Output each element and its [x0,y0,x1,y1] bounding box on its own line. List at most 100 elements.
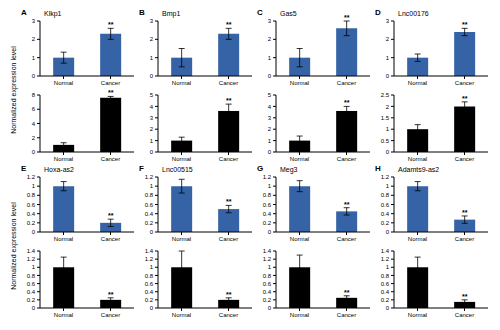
svg-text:0: 0 [386,229,390,235]
svg-text:0: 0 [268,305,272,311]
svg-text:Normal: Normal [54,80,73,86]
svg-text:1: 1 [268,264,272,270]
svg-text:Cancer: Cancer [101,80,120,86]
svg-text:Normal: Normal [172,236,191,242]
svg-text:1: 1 [386,55,390,61]
svg-text:1: 1 [268,138,272,144]
svg-text:2: 2 [32,135,36,141]
svg-text:0.8: 0.8 [145,273,154,279]
svg-text:3: 3 [32,18,36,24]
svg-text:0.8: 0.8 [381,273,390,279]
svg-text:0.5: 0.5 [381,138,390,144]
svg-text:**: ** [462,95,468,102]
svg-text:0.6: 0.6 [381,281,390,287]
svg-text:1.4: 1.4 [263,248,272,254]
svg-text:0.4: 0.4 [27,289,36,295]
svg-text:0.2: 0.2 [27,297,36,303]
svg-text:1.2: 1.2 [263,174,272,180]
svg-text:0.4: 0.4 [263,289,272,295]
svg-text:0.8: 0.8 [263,192,272,198]
svg-text:Normal: Normal [172,80,191,86]
svg-text:1: 1 [32,55,36,61]
svg-text:1.2: 1.2 [27,256,36,262]
svg-text:1: 1 [150,264,154,270]
svg-text:Cancer: Cancer [219,80,238,86]
svg-text:0.2: 0.2 [381,220,390,226]
svg-text:**: ** [344,289,350,296]
svg-text:4: 4 [150,104,154,110]
svg-text:1: 1 [386,183,390,189]
svg-text:**: ** [108,291,114,298]
svg-text:0: 0 [32,305,36,311]
svg-text:1: 1 [150,138,154,144]
svg-text:0: 0 [150,149,154,155]
svg-text:1.2: 1.2 [381,256,390,262]
svg-text:Normal: Normal [172,156,191,162]
svg-text:1.2: 1.2 [27,174,36,180]
svg-text:3: 3 [268,18,272,24]
svg-text:Normal: Normal [290,156,309,162]
svg-text:1: 1 [386,264,390,270]
svg-text:6: 6 [32,106,36,112]
svg-text:1.4: 1.4 [145,248,154,254]
svg-text:Cancer: Cancer [219,156,238,162]
svg-text:3: 3 [150,115,154,121]
svg-text:5: 5 [268,92,272,98]
svg-text:**: ** [226,291,232,298]
svg-text:**: ** [108,212,114,219]
svg-text:3: 3 [268,115,272,121]
svg-text:0: 0 [150,229,154,235]
svg-text:0: 0 [150,73,154,79]
svg-text:**: ** [462,293,468,300]
svg-text:4: 4 [268,104,272,110]
svg-text:Cancer: Cancer [455,156,474,162]
svg-text:0.4: 0.4 [145,211,154,217]
svg-text:0: 0 [268,149,272,155]
svg-text:0.4: 0.4 [263,211,272,217]
svg-text:0.4: 0.4 [381,289,390,295]
svg-text:0.6: 0.6 [263,281,272,287]
svg-text:3: 3 [150,18,154,24]
svg-text:Normal: Normal [54,312,73,318]
svg-text:0.6: 0.6 [27,202,36,208]
svg-text:Normalized expression level: Normalized expression level [10,46,18,134]
svg-text:1.4: 1.4 [27,248,36,254]
svg-text:2: 2 [386,104,390,110]
svg-text:5: 5 [150,92,154,98]
svg-text:**: ** [462,209,468,216]
svg-text:2: 2 [150,36,154,42]
svg-text:Normal: Normal [408,156,427,162]
svg-text:0.8: 0.8 [27,192,36,198]
svg-text:Cancer: Cancer [455,312,474,318]
svg-text:Cancer: Cancer [219,312,238,318]
svg-text:0.8: 0.8 [263,273,272,279]
svg-text:2: 2 [268,36,272,42]
svg-text:1: 1 [150,55,154,61]
svg-text:0: 0 [32,73,36,79]
svg-text:3: 3 [386,18,390,24]
svg-text:0: 0 [32,149,36,155]
svg-text:Cancer: Cancer [337,312,356,318]
svg-text:8: 8 [32,92,36,98]
svg-text:**: ** [226,97,232,104]
svg-text:Normal: Normal [54,236,73,242]
svg-text:0.2: 0.2 [263,220,272,226]
svg-text:1: 1 [268,55,272,61]
svg-text:2: 2 [268,126,272,132]
svg-text:0.4: 0.4 [381,211,390,217]
svg-text:0: 0 [386,305,390,311]
svg-text:**: ** [462,21,468,28]
svg-text:Cancer: Cancer [101,236,120,242]
svg-text:**: ** [226,21,232,28]
svg-text:0.6: 0.6 [381,202,390,208]
svg-text:0.8: 0.8 [145,192,154,198]
svg-text:Normalized expression level: Normalized expression level [10,202,18,290]
svg-text:Normal: Normal [290,80,309,86]
svg-text:0: 0 [268,73,272,79]
svg-text:**: ** [226,198,232,205]
svg-text:Cancer: Cancer [337,236,356,242]
svg-text:1.4: 1.4 [381,248,390,254]
svg-text:1.2: 1.2 [145,174,154,180]
svg-text:1.2: 1.2 [145,256,154,262]
svg-text:2: 2 [32,36,36,42]
